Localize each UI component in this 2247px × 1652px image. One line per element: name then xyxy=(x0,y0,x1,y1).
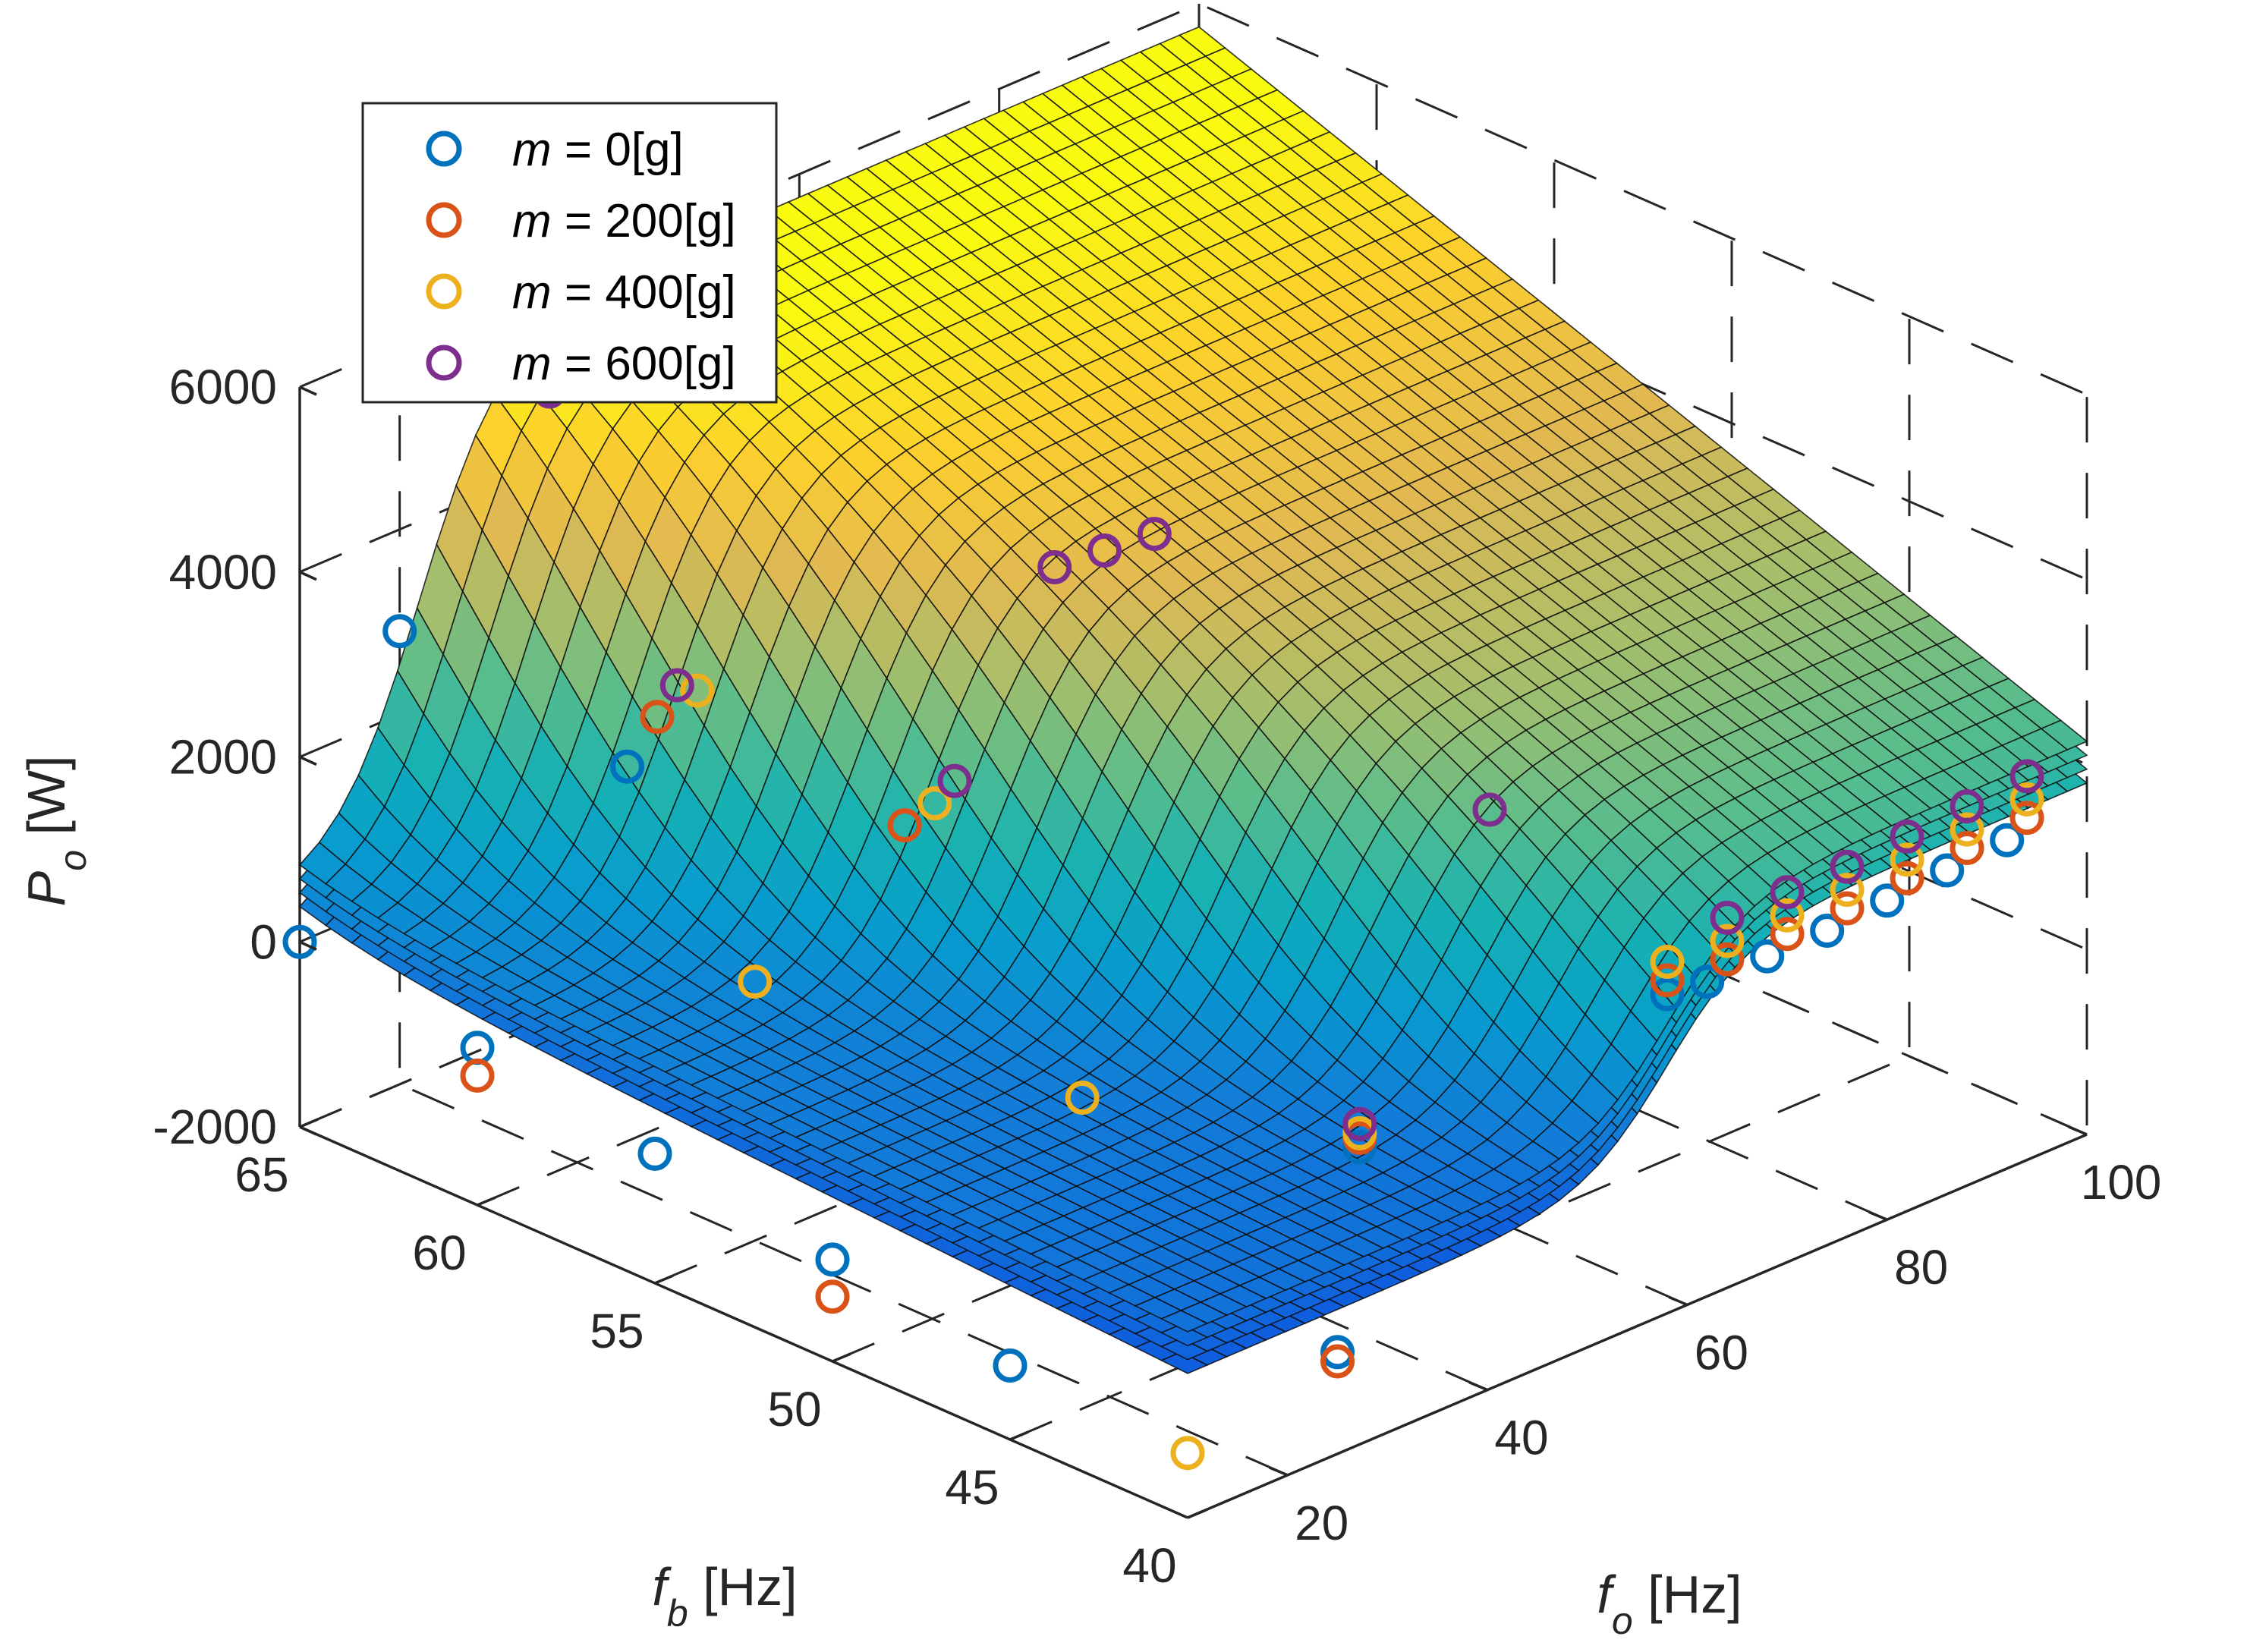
grid-line-x xyxy=(398,344,1289,1477)
y-axis-line xyxy=(299,1125,1188,1519)
x-axis-line xyxy=(1187,1133,2088,1519)
surface-layer-3 xyxy=(298,26,2088,1333)
